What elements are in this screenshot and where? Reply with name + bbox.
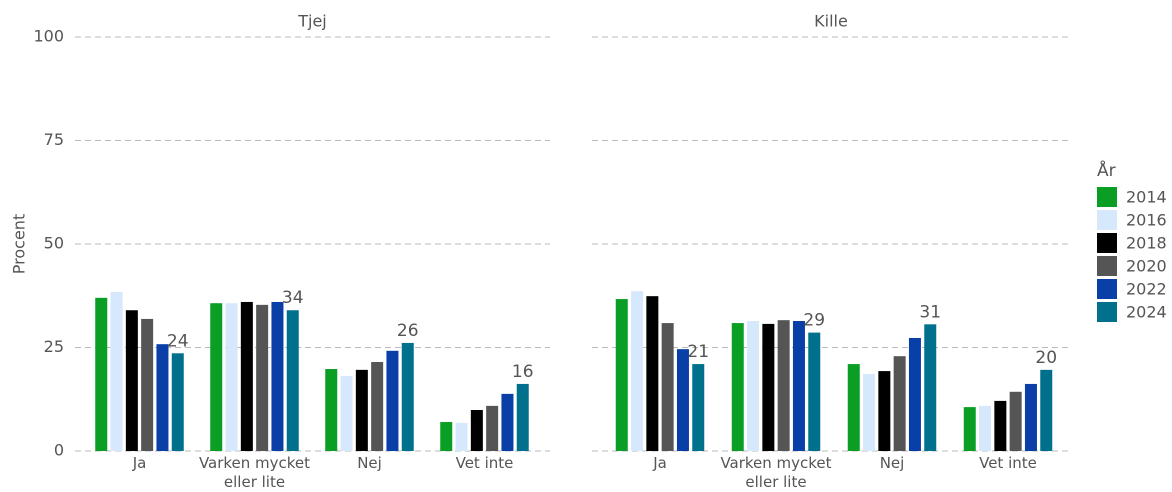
bar — [340, 376, 353, 451]
data-label: 20 — [1035, 348, 1057, 368]
data-label: 24 — [167, 331, 189, 351]
x-tick-label-box: Varken mycket eller lite — [198, 454, 311, 491]
bar — [615, 299, 628, 451]
bar — [125, 310, 138, 451]
bar — [240, 301, 253, 451]
bar — [979, 405, 992, 451]
bar — [440, 422, 453, 451]
legend-label: 2020 — [1126, 257, 1167, 276]
bar — [386, 350, 399, 451]
bar — [501, 393, 514, 451]
bar — [1040, 369, 1053, 451]
bar — [747, 321, 760, 451]
data-label: 21 — [687, 342, 709, 362]
bar — [401, 342, 414, 451]
legend-swatch — [1097, 187, 1117, 207]
bar — [631, 291, 644, 451]
bar — [1024, 383, 1037, 451]
bar — [878, 371, 891, 451]
bar — [210, 303, 223, 451]
bar — [516, 383, 529, 451]
x-tick-label: Vet inte — [455, 454, 514, 472]
bar — [141, 318, 154, 451]
bar — [847, 364, 860, 451]
x-tick-label-box: Ja — [132, 454, 147, 472]
y-tick-label: 0 — [54, 441, 64, 460]
bar — [171, 353, 184, 451]
x-tick-label-box: Nej — [357, 454, 382, 472]
bar — [661, 323, 674, 451]
data-label: 26 — [397, 321, 419, 341]
x-tick-label-box: Nej — [879, 454, 905, 472]
bar — [156, 344, 169, 451]
data-label: 31 — [919, 302, 941, 322]
bar — [470, 410, 483, 451]
bar — [924, 324, 937, 451]
bar — [271, 301, 284, 451]
x-tick-label: Ja — [653, 454, 667, 472]
bar — [95, 297, 108, 451]
y-tick-label: 50 — [44, 234, 64, 253]
bar — [1009, 391, 1022, 451]
data-label: 29 — [803, 311, 825, 331]
bar — [355, 369, 368, 451]
legend-swatch — [1097, 279, 1117, 299]
x-tick-label-box: Vet inte — [455, 454, 514, 472]
bar — [792, 321, 805, 451]
y-axis-label: Procent — [10, 214, 29, 274]
legend-swatch — [1097, 210, 1117, 230]
legend-label: 2024 — [1126, 303, 1167, 322]
legend-swatch — [1097, 233, 1117, 253]
legend-label: 2016 — [1126, 211, 1167, 230]
bar — [731, 323, 744, 451]
x-tick-label-box: Varken mycket eller lite — [720, 454, 832, 491]
y-tick-label: 75 — [44, 130, 64, 149]
bar — [256, 304, 269, 451]
bar — [371, 361, 384, 451]
bar — [808, 332, 821, 451]
bar — [646, 296, 659, 451]
bar — [692, 364, 705, 451]
legend-label: 2018 — [1126, 234, 1167, 253]
bar — [994, 400, 1007, 451]
bar — [110, 292, 123, 451]
legend-label: 2014 — [1126, 188, 1167, 207]
bar — [486, 405, 499, 451]
x-tick-label: Varken mycket eller lite — [720, 454, 832, 491]
bar — [963, 407, 976, 451]
x-tick-label-box: Vet inte — [979, 454, 1037, 472]
y-tick-label: 25 — [44, 337, 64, 356]
legend-title: År — [1097, 159, 1116, 181]
bar — [286, 310, 299, 451]
data-label: 34 — [282, 288, 304, 308]
data-label: 16 — [512, 362, 534, 382]
x-tick-label: Vet inte — [979, 454, 1037, 472]
bar — [325, 369, 338, 451]
bar — [455, 422, 468, 451]
bar — [908, 337, 921, 451]
x-tick-label: Varken mycket eller lite — [198, 454, 311, 491]
panel-title: Tjej — [297, 12, 327, 31]
x-tick-label: Nej — [879, 454, 905, 472]
bar — [676, 349, 689, 451]
bar — [893, 356, 906, 451]
legend-swatch — [1097, 302, 1117, 322]
bar — [863, 373, 876, 451]
x-tick-label: Ja — [132, 454, 147, 472]
bar — [777, 320, 790, 451]
bar — [225, 303, 238, 451]
panel-title: Kille — [814, 12, 848, 31]
y-tick-label: 100 — [33, 27, 64, 46]
x-tick-label-box: Ja — [653, 454, 667, 472]
bar — [762, 323, 775, 451]
legend-swatch — [1097, 256, 1117, 276]
x-tick-label: Nej — [357, 454, 382, 472]
legend-label: 2022 — [1126, 280, 1167, 299]
